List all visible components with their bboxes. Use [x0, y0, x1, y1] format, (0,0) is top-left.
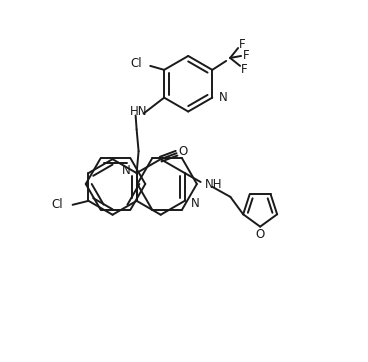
Text: O: O [178, 145, 187, 158]
Text: NH: NH [205, 178, 222, 191]
Text: HN: HN [130, 105, 147, 118]
Text: F: F [239, 38, 245, 51]
Text: F: F [241, 63, 247, 76]
Text: N: N [122, 164, 131, 177]
Text: Cl: Cl [131, 58, 142, 70]
Text: N: N [219, 91, 228, 104]
Text: F: F [243, 50, 250, 63]
Text: Cl: Cl [51, 198, 63, 211]
Text: O: O [255, 228, 265, 241]
Text: N: N [191, 197, 199, 210]
